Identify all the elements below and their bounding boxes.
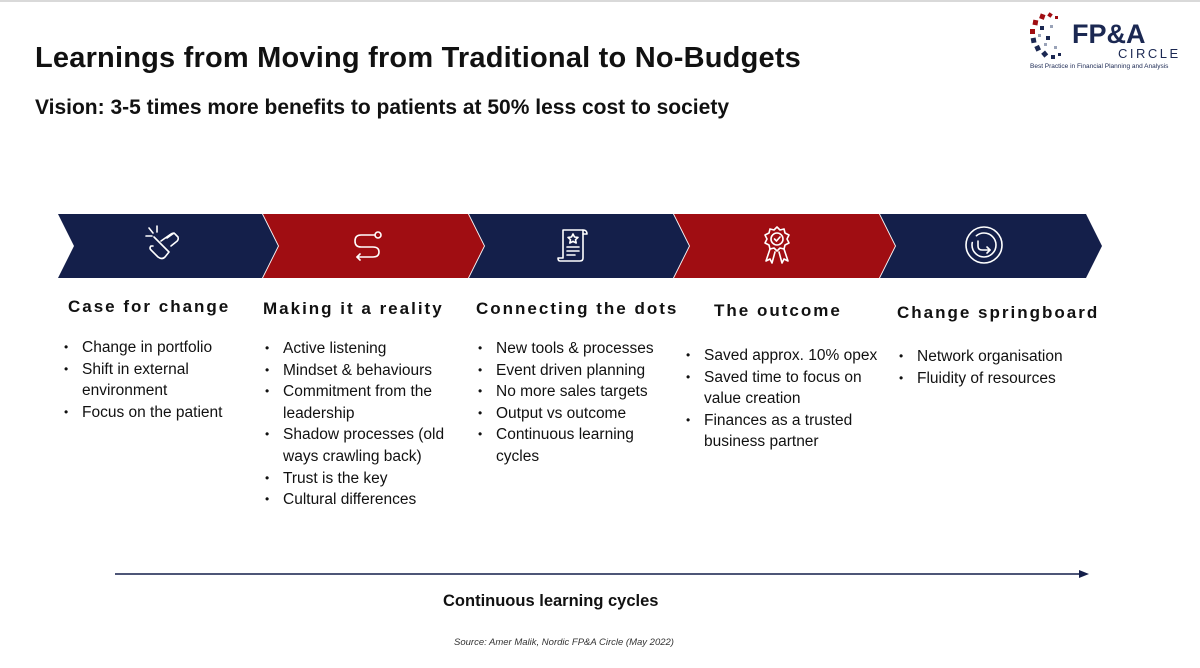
list-item: Fluidity of resources xyxy=(897,368,1097,390)
fpa-circle-logo: FP&A CIRCLE Best Practice in Financial P… xyxy=(1028,12,1188,74)
list-item: Change in portfolio xyxy=(62,337,237,359)
process-chevrons xyxy=(58,214,1102,278)
stage-title-case-for-change: Case for change xyxy=(68,297,231,316)
bullet-list-making-it-a-reality: Active listening Mindset & behaviours Co… xyxy=(263,338,461,511)
logo-brand-subtext: CIRCLE xyxy=(1118,46,1181,61)
chevron-change-springboard xyxy=(880,214,1102,278)
bullet-list-the-outcome: Saved approx. 10% opex Saved time to foc… xyxy=(684,345,889,453)
list-item: Network organisation xyxy=(897,346,1097,368)
source-note: Source: Amer Malik, Nordic FP&A Circle (… xyxy=(454,637,674,648)
winding-path-icon xyxy=(354,231,382,261)
bullet-list-change-springboard: Network organisation Fluidity of resourc… xyxy=(897,346,1097,389)
bullet-list-connecting-the-dots: New tools & processes Event driven plann… xyxy=(476,338,676,468)
document-star-icon xyxy=(557,229,588,262)
logo-tagline: Best Practice in Financial Planning and … xyxy=(1030,63,1169,70)
pointing-hand-icon xyxy=(145,225,180,260)
list-item: Mindset & behaviours xyxy=(263,360,461,382)
list-item: New tools & processes xyxy=(476,338,676,360)
list-item: No more sales targets xyxy=(476,381,676,403)
page-title: Learnings from Moving from Traditional t… xyxy=(35,42,802,74)
top-divider xyxy=(0,0,1200,2)
timeline-label: Continuous learning cycles xyxy=(443,592,659,610)
stage-title-making-it-a-reality: Making it a reality xyxy=(263,299,444,318)
award-ribbon-icon xyxy=(764,226,790,264)
chevron-connecting-the-dots xyxy=(469,214,689,278)
list-item: Commitment from the leadership xyxy=(263,381,461,424)
list-item: Focus on the patient xyxy=(62,402,237,424)
list-item: Cultural differences xyxy=(263,489,461,511)
logo-brand-text: FP&A xyxy=(1072,19,1146,49)
circular-arrow-icon xyxy=(965,226,1003,264)
stage-title-change-springboard: Change springboard xyxy=(897,303,1100,322)
list-item: Saved time to focus on value creation xyxy=(684,367,889,410)
list-item: Trust is the key xyxy=(263,468,461,490)
list-item: Finances as a trusted business partner xyxy=(684,410,889,453)
list-item: Continuous learning cycles xyxy=(476,424,676,467)
stage-title-connecting-the-dots: Connecting the dots xyxy=(476,299,679,318)
page-subtitle: Vision: 3-5 times more benefits to patie… xyxy=(35,96,729,119)
list-item: Shadow processes (old ways crawling back… xyxy=(263,424,461,467)
logo-mark-icon xyxy=(1030,12,1061,59)
chevron-making-it-a-reality xyxy=(263,214,484,278)
chevron-case-for-change xyxy=(58,214,278,278)
list-item: Output vs outcome xyxy=(476,403,676,425)
stage-title-the-outcome: The outcome xyxy=(714,301,842,320)
list-item: Active listening xyxy=(263,338,461,360)
list-item: Event driven planning xyxy=(476,360,676,382)
list-item: Saved approx. 10% opex xyxy=(684,345,889,367)
bullet-list-case-for-change: Change in portfolio Shift in external en… xyxy=(62,337,237,423)
list-item: Shift in external environment xyxy=(62,359,237,402)
